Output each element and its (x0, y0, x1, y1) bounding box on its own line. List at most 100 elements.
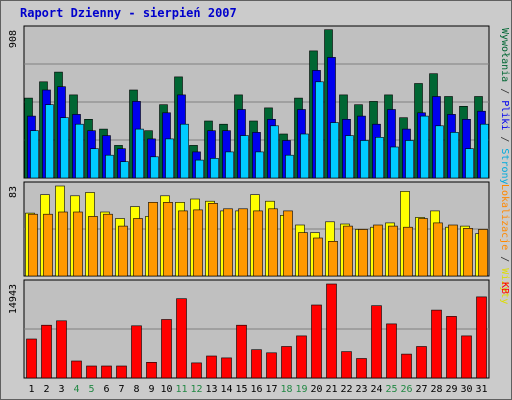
chart-title: Raport Dzienny - sierpień 2007 (20, 6, 237, 20)
x-axis-labels: 1 2 3 4 5 6 7 8 9 10 11 12 13 14 15 16 17 18 19 20 21 22 23 24 2… (28, 384, 487, 395)
panel-max-label: 908 (8, 30, 19, 48)
bar-visits-lokalizacje-day-22 (343, 225, 353, 277)
legend-entry: / (499, 130, 510, 148)
bar-traffic-strony-day-5 (90, 148, 99, 179)
x-tick-label-day-18: 18 (280, 384, 292, 395)
bar-traffic-strony-day-30 (465, 148, 474, 179)
bar-visits-lokalizacje-day-16 (253, 210, 263, 277)
bar-visits-lokalizacje-day-12 (193, 209, 203, 277)
x-tick-label-day-2: 2 (43, 384, 49, 395)
bar-kb-kb-day-30 (461, 335, 472, 379)
bar-visits-lokalizacje-day-14 (223, 208, 233, 277)
bar-traffic-strony-day-22 (345, 135, 354, 179)
bar-traffic-strony-day-27 (420, 115, 429, 179)
bar-traffic-strony-day-15 (240, 135, 249, 179)
bar-visits-lokalizacje-day-4 (73, 211, 83, 277)
bar-kb-kb-day-26 (401, 353, 412, 379)
x-tick-label-day-9: 9 (148, 384, 154, 395)
bar-traffic-strony-day-2 (45, 104, 54, 179)
bar-traffic-strony-day-10 (165, 138, 174, 179)
bar-kb-kb-day-14 (221, 357, 232, 379)
panel-legend-traffic: Wywołania / Pliki / Strony (499, 28, 510, 185)
bar-visits-lokalizacje-day-7 (118, 225, 128, 277)
bar-visits-lokalizacje-day-15 (238, 208, 248, 277)
bar-visits-lokalizacje-day-5 (88, 216, 98, 277)
x-tick-label-day-29: 29 (445, 384, 457, 395)
bar-visits-lokalizacje-day-18 (283, 210, 293, 277)
bar-kb-kb-day-7 (116, 365, 127, 379)
bar-kb-kb-day-23 (356, 358, 367, 379)
bar-traffic-strony-day-23 (360, 140, 369, 179)
x-tick-label-day-6: 6 (103, 384, 109, 395)
x-tick-label-day-20: 20 (310, 384, 322, 395)
bar-traffic-strony-day-29 (450, 132, 459, 179)
bar-kb-kb-day-27 (416, 346, 427, 379)
bar-kb-kb-day-31 (476, 296, 487, 379)
bar-traffic-strony-day-12 (195, 159, 204, 179)
panel-max-label: 83 (8, 186, 19, 198)
bar-kb-kb-day-28 (431, 309, 442, 379)
bar-kb-kb-day-6 (101, 365, 112, 379)
bar-kb-kb-day-10 (161, 319, 172, 379)
x-tick-label-day-5: 5 (88, 384, 94, 395)
x-tick-label-day-15: 15 (235, 384, 247, 395)
bar-kb-kb-day-21 (326, 283, 337, 379)
bar-visits-lokalizacje-day-26 (403, 226, 413, 277)
bar-kb-kb-day-13 (206, 355, 217, 379)
bar-traffic-strony-day-31 (480, 123, 489, 179)
legend-entry: Wywołania (499, 28, 510, 82)
x-tick-label-day-7: 7 (118, 384, 124, 395)
bar-visits-lokalizacje-day-19 (298, 232, 308, 277)
bar-visits-lokalizacje-day-10 (163, 202, 173, 277)
legend-entry: / (499, 82, 510, 100)
x-tick-label-day-1: 1 (28, 384, 34, 395)
bar-traffic-strony-day-4 (75, 123, 84, 179)
bar-traffic-strony-day-8 (135, 128, 144, 179)
bar-visits-lokalizacje-day-27 (418, 218, 428, 277)
x-tick-label-day-24: 24 (370, 384, 382, 395)
x-tick-label-day-11: 11 (175, 384, 187, 395)
bar-kb-kb-day-19 (296, 335, 307, 379)
x-tick-label-day-17: 17 (265, 384, 277, 395)
legend-entry: / (499, 250, 510, 268)
bar-traffic-strony-day-13 (210, 158, 219, 179)
bar-traffic-strony-day-17 (270, 125, 279, 179)
panel-traffic: 908 Wywołania / Pliki / Strony (8, 25, 510, 185)
bar-traffic-strony-day-20 (315, 81, 324, 179)
x-tick-label-day-23: 23 (355, 384, 367, 395)
bar-visits-lokalizacje-day-8 (133, 218, 143, 277)
legend-entry: Pliki (499, 100, 510, 130)
bar-kb-kb-day-11 (176, 298, 187, 379)
bar-kb-kb-day-1 (26, 338, 37, 379)
bar-kb-kb-day-15 (236, 324, 247, 379)
bar-kb-kb-day-22 (341, 351, 352, 379)
bar-kb-kb-day-4 (71, 360, 82, 379)
bar-visits-lokalizacje-day-30 (463, 228, 473, 277)
bar-visits-lokalizacje-day-9 (148, 202, 158, 277)
bar-kb-kb-day-20 (311, 304, 322, 379)
bar-traffic-strony-day-24 (375, 137, 384, 179)
bar-kb-kb-day-3 (56, 320, 67, 379)
panel-legend-kb: KB (499, 282, 510, 294)
bar-kb-kb-day-29 (446, 316, 457, 379)
x-tick-label-day-19: 19 (295, 384, 307, 395)
bar-kb-kb-day-18 (281, 346, 292, 379)
bar-traffic-strony-day-14 (225, 151, 234, 179)
x-tick-label-day-27: 27 (415, 384, 427, 395)
bar-visits-lokalizacje-day-17 (268, 208, 278, 277)
bar-visits-lokalizacje-day-25 (388, 225, 398, 277)
panel-max-label: 14943 (8, 284, 19, 314)
bar-kb-kb-day-2 (41, 324, 52, 379)
x-tick-label-day-4: 4 (73, 384, 79, 395)
bar-visits-lokalizacje-day-31 (478, 229, 488, 277)
legend-entry: KB (499, 282, 510, 294)
x-tick-label-day-14: 14 (220, 384, 232, 395)
x-tick-label-day-3: 3 (58, 384, 64, 395)
bar-kb-kb-day-17 (266, 352, 277, 379)
bar-kb-kb-day-25 (386, 323, 397, 379)
legend-entry: Strony (499, 148, 510, 184)
panel-legend-visits: Lokalizacje / Wizyty (499, 184, 510, 304)
bar-visits-lokalizacje-day-21 (328, 241, 338, 277)
bar-kb-kb-day-5 (86, 365, 97, 379)
